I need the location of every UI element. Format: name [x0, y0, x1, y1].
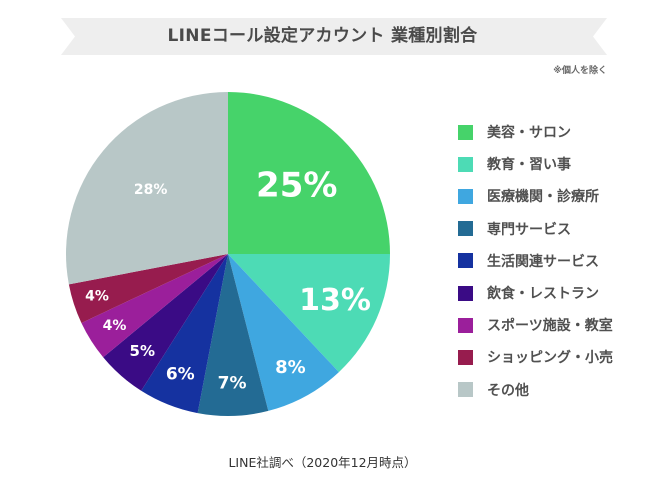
slice-label: 25% — [256, 165, 337, 205]
slice-label: 8% — [275, 357, 306, 378]
legend-label: ショッピング・小売 — [487, 350, 613, 367]
legend-label: 生活関連サービス — [487, 253, 599, 270]
legend-label: スポーツ施設・教室 — [487, 318, 613, 335]
legend-label: 飲食・レストラン — [487, 286, 599, 303]
pie-slice — [197, 254, 269, 416]
pie-slice — [228, 254, 339, 411]
pie-slice — [81, 254, 228, 358]
legend: 美容・サロン 教育・習い事医療機関・診療所 専門サービス生活関連サービス 飲食・レスト… — [458, 116, 613, 406]
exclusion-note: ※個人を除く — [553, 66, 607, 76]
source-note: LINE社調べ（2020年12月時点） — [228, 455, 417, 470]
slice-label: 4% — [103, 318, 127, 334]
title-banner-shape — [61, 18, 607, 55]
legend-item: その他 — [458, 374, 613, 406]
slice-label: 28% — [134, 182, 168, 198]
legend-label: 美容・サロン — [487, 125, 571, 142]
legend-label: 医療機関・診療所 — [487, 189, 599, 206]
slice-label: 4% — [85, 289, 109, 305]
slice-label: 7% — [218, 374, 247, 394]
chart-title: LINEコール設定アカウント 業種別割合 — [167, 26, 478, 46]
pie-slice — [68, 254, 228, 323]
pie-slice — [228, 254, 391, 373]
legend-label: その他 — [487, 382, 529, 399]
legend-swatch — [458, 253, 473, 269]
legend-swatch — [458, 285, 473, 301]
legend-item: スポーツ施設・教室 — [458, 309, 613, 341]
legend-swatch — [458, 124, 473, 140]
legend-label: 教育・習い事 — [487, 157, 571, 174]
legend-item: 美容・サロン — [458, 116, 613, 148]
legend-swatch — [458, 188, 473, 204]
pie-slice — [66, 92, 228, 285]
pie-slice — [141, 254, 228, 414]
legend-item: ショッピング・小売 — [458, 341, 613, 373]
legend-item: 飲食・レストラン — [458, 277, 613, 309]
title-banner — [61, 18, 607, 55]
legend-swatch — [458, 156, 473, 172]
slice-label: 5% — [130, 342, 155, 360]
legend-label: 専門サービス — [487, 221, 571, 238]
slice-label: 6% — [166, 364, 195, 384]
legend-item: 医療機関・診療所 — [458, 180, 613, 212]
pie-slice — [103, 254, 228, 391]
legend-item: 専門サービス — [458, 213, 613, 245]
legend-swatch — [458, 349, 473, 365]
legend-swatch — [458, 221, 473, 237]
legend-item: 教育・習い事 — [458, 148, 613, 180]
legend-swatch — [458, 317, 473, 333]
legend-item: 生活関連サービス — [458, 245, 613, 277]
pie-slice — [228, 92, 390, 254]
legend-swatch — [458, 382, 473, 398]
slice-label: 13% — [299, 283, 371, 318]
